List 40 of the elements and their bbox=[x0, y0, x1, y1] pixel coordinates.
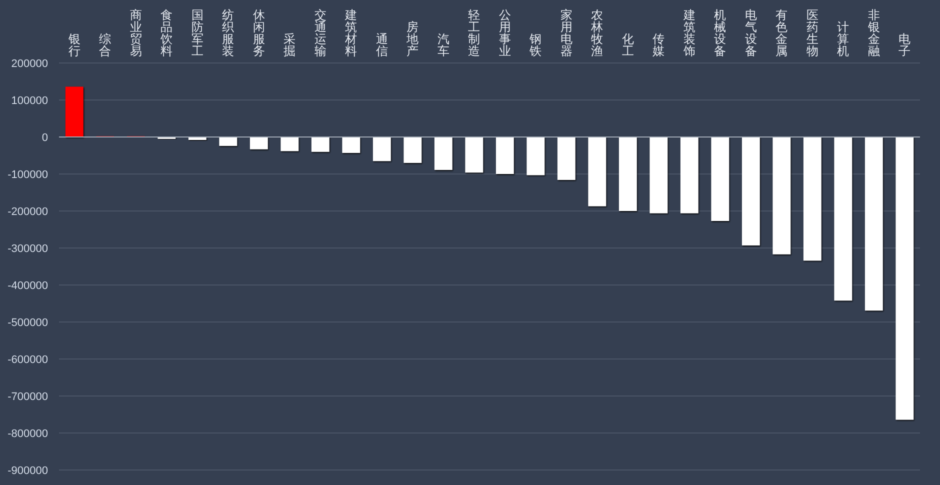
x-tick-label: 电气设备 bbox=[744, 8, 757, 58]
x-tick-label: 电子 bbox=[898, 32, 911, 58]
x-tick-label: 传媒 bbox=[652, 32, 665, 58]
x-tick-label: 轻工制造 bbox=[468, 8, 480, 58]
y-tick-label: -900000 bbox=[8, 465, 48, 477]
x-tick-label: 建筑装饰 bbox=[682, 8, 696, 58]
x-tick-label: 综合 bbox=[99, 32, 112, 58]
x-tick-label: 交通运输 bbox=[314, 8, 326, 58]
x-tick-label: 建筑材料 bbox=[344, 8, 358, 58]
x-tick-label: 商业贸易 bbox=[130, 8, 142, 58]
x-tick-label: 银行 bbox=[67, 32, 80, 58]
y-tick-label: -200000 bbox=[8, 206, 48, 218]
y-tick-label: -700000 bbox=[8, 391, 48, 403]
x-tick-label: 有色金属 bbox=[776, 8, 788, 58]
y-tick-label: -600000 bbox=[8, 354, 48, 366]
x-tick-label: 钢铁 bbox=[528, 32, 542, 58]
x-tick-label: 房地产 bbox=[406, 20, 419, 58]
x-tick-label: 农林牧渔 bbox=[590, 8, 604, 58]
y-tick-label: -500000 bbox=[8, 317, 48, 329]
y-tick-label: 0 bbox=[42, 132, 48, 144]
x-tick-label: 公用事业 bbox=[498, 8, 511, 58]
x-tick-label: 汽车 bbox=[437, 32, 450, 58]
y-tick-label: -800000 bbox=[8, 428, 48, 440]
y-tick-label: 100000 bbox=[11, 95, 48, 107]
y-tick-label: -400000 bbox=[8, 280, 48, 292]
x-tick-label: 非银金融 bbox=[866, 8, 880, 58]
x-tick-label: 纺织服装 bbox=[222, 8, 234, 58]
x-tick-label: 采掘 bbox=[284, 32, 296, 58]
x-tick-label: 计算机 bbox=[837, 20, 850, 58]
x-tick-label: 国防军工 bbox=[191, 8, 204, 58]
x-tick-label: 食品饮料 bbox=[160, 8, 173, 58]
y-tick-label: -100000 bbox=[8, 169, 48, 181]
x-tick-label: 休闲服务 bbox=[252, 8, 265, 58]
x-tick-label: 机械设备 bbox=[714, 8, 726, 58]
x-tick-label: 医药生物 bbox=[806, 8, 818, 58]
x-tick-label: 通信 bbox=[376, 32, 388, 58]
y-tick-label: -300000 bbox=[8, 243, 48, 255]
y-tick-label: 200000 bbox=[11, 58, 48, 70]
x-tick-label: 化工 bbox=[622, 32, 634, 58]
x-tick-label: 家用电器 bbox=[560, 8, 572, 58]
